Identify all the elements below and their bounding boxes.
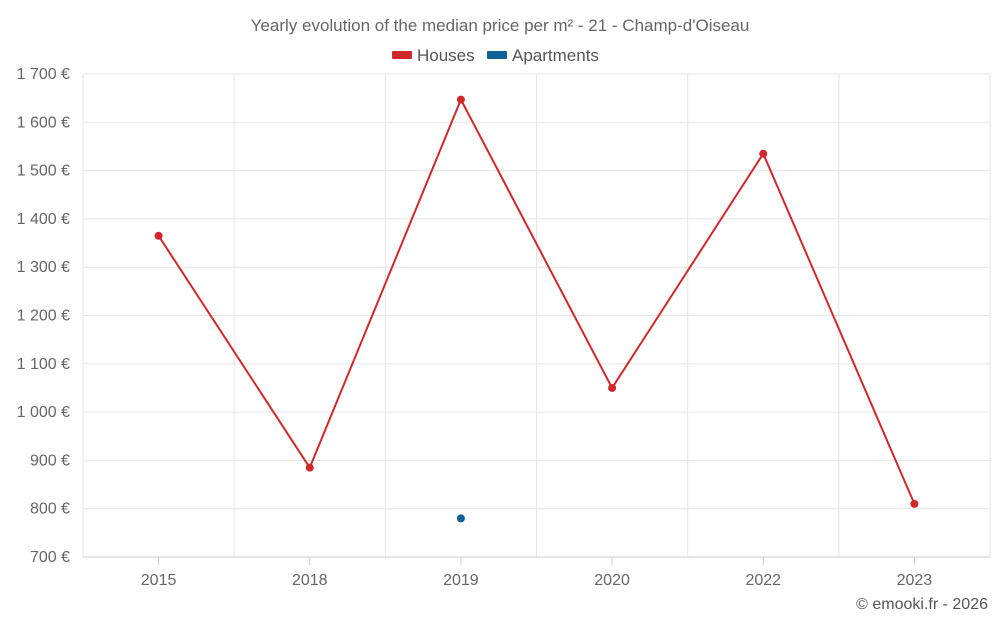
legend-item-houses[interactable]: Houses <box>392 46 475 65</box>
data-point-houses[interactable] <box>456 95 465 104</box>
data-point-houses[interactable] <box>154 231 163 240</box>
y-tick-label: 800 € <box>30 501 70 518</box>
x-tick-label: 2020 <box>594 572 630 589</box>
legend: Houses Apartments <box>392 46 599 65</box>
y-tick-label: 1 000 € <box>17 404 70 421</box>
x-tick-label: 2019 <box>443 572 479 589</box>
y-tick-label: 700 € <box>30 549 70 566</box>
x-tick-label: 2022 <box>745 572 781 589</box>
legend-swatch-apartments <box>487 51 507 59</box>
data-point-houses[interactable] <box>759 149 768 158</box>
credit-text[interactable]: © emooki.fr - 2026 <box>856 596 988 613</box>
x-tick-label: 2015 <box>141 572 177 589</box>
x-tick-label: 2023 <box>897 572 933 589</box>
data-point-houses[interactable] <box>910 499 919 508</box>
gridlines <box>82 73 991 558</box>
y-tick-label: 1 600 € <box>17 114 70 131</box>
y-axis: 700 € 800 € 900 € 1 000 € 1 100 € 1 200 € 1 30… <box>17 66 70 566</box>
series-layer <box>154 95 919 523</box>
series-line-houses <box>157 98 916 505</box>
data-point-apartments[interactable] <box>456 514 465 523</box>
legend-swatch-houses <box>392 51 412 59</box>
y-tick-label: 1 100 € <box>17 356 70 373</box>
y-tick-label: 1 700 € <box>17 66 70 83</box>
y-tick-label: 1 500 € <box>17 163 70 180</box>
y-tick-label: 1 400 € <box>17 211 70 228</box>
y-tick-label: 900 € <box>30 452 70 469</box>
legend-label-apartments: Apartments <box>512 46 599 65</box>
data-point-houses[interactable] <box>608 383 617 392</box>
x-tick-label: 2018 <box>292 572 328 589</box>
y-tick-label: 1 300 € <box>17 259 70 276</box>
legend-label-houses: Houses <box>417 46 475 65</box>
chart-title: Yearly evolution of the median price per… <box>251 16 750 35</box>
legend-item-apartments[interactable]: Apartments <box>487 46 599 65</box>
y-tick-label: 1 200 € <box>17 308 70 325</box>
data-point-houses[interactable] <box>305 463 314 472</box>
x-axis: 2015 2018 2019 2020 2022 2023 <box>83 556 990 589</box>
